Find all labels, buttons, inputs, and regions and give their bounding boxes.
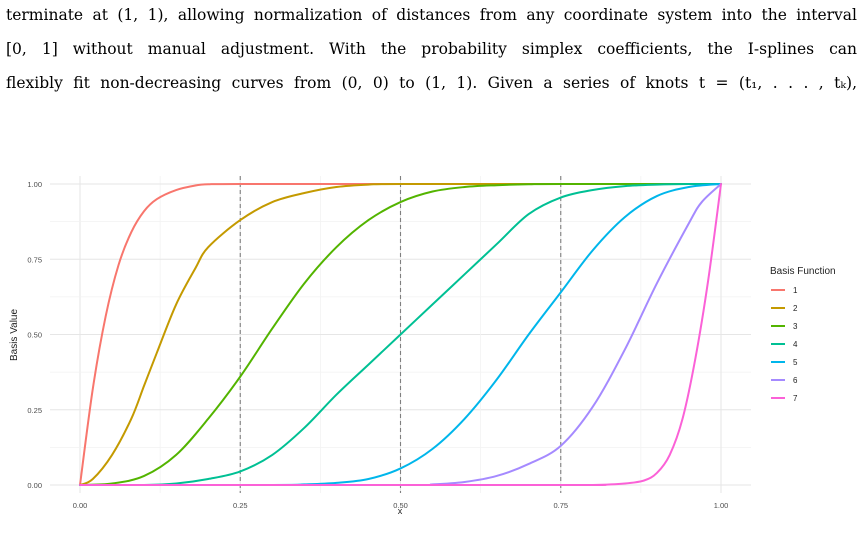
y-tick-label: 0.75 — [27, 255, 42, 264]
legend-label-7: 7 — [793, 394, 798, 403]
knot-lines — [239, 176, 562, 493]
legend-label-4: 4 — [793, 340, 798, 349]
legend-label-1: 1 — [793, 286, 798, 295]
legend-label-2: 2 — [793, 304, 798, 313]
ispline-basis-chart: 0.00 0.25 0.50 0.75 1.00 0.00 0.25 0.50 0.75 1.00… — [9, 176, 836, 516]
legend-label-5: 5 — [793, 358, 798, 367]
series-line-4 — [79, 183, 722, 487]
y-axis-label: Basis Value — [9, 309, 20, 362]
legend-label-3: 3 — [793, 322, 798, 331]
tick-labels: 0.00 0.25 0.50 0.75 1.00 0.00 0.25 0.50 0.75 1.00 — [27, 180, 728, 510]
x-tick-label: 0.00 — [73, 501, 88, 510]
y-tick-label: 1.00 — [27, 180, 42, 189]
y-tick-label: 0.25 — [27, 406, 42, 415]
series-line-2 — [79, 183, 722, 486]
legend-title: Basis Function — [770, 266, 836, 277]
body-paragraph: terminate at (1, 1), allowing normalizat… — [6, 0, 857, 100]
paragraph-line: terminate at (1, 1), allowing normalizat… — [6, 6, 857, 24]
x-tick-label: 0.75 — [553, 501, 568, 510]
series-lines — [79, 183, 722, 487]
paragraph-line: flexibly fit non-decreasing curves from … — [6, 74, 857, 92]
x-tick-label: 0.25 — [233, 501, 248, 510]
x-tick-label: 0.50 — [393, 501, 408, 510]
y-tick-label: 0.00 — [27, 481, 42, 490]
series-line-7 — [79, 183, 722, 487]
legend: Basis Function 1 2 3 4 5 6 7 — [770, 266, 836, 403]
x-axis-label: x — [398, 506, 403, 516]
paragraph-line: [0, 1] without manual adjustment. With t… — [6, 40, 857, 58]
x-tick-label: 1.00 — [714, 501, 729, 510]
y-tick-label: 0.50 — [27, 331, 42, 340]
series-line-3 — [79, 183, 722, 486]
legend-label-6: 6 — [793, 376, 798, 385]
